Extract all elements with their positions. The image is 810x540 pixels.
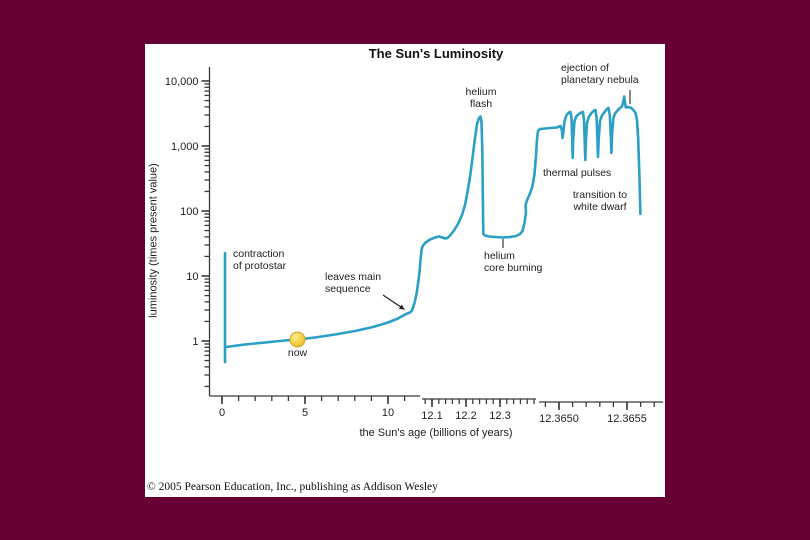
annotation-helium-core-burning: helium core burning bbox=[484, 250, 543, 275]
annotation-contraction-of-protostar: contraction of protostar bbox=[233, 248, 287, 273]
x-axis-label: the Sun's age (billions of years) bbox=[359, 427, 513, 439]
y-tick-label: 1 bbox=[192, 336, 198, 348]
luminosity-curve bbox=[224, 95, 642, 349]
annotation-thermal-pulses: thermal pulses bbox=[543, 167, 612, 179]
y-tick-label: 10 bbox=[186, 271, 198, 283]
now-marker bbox=[289, 331, 306, 348]
axes bbox=[201, 67, 663, 410]
annotation-ejection-of-planetary-nebula: ejection of planetary nebula bbox=[561, 62, 639, 87]
x-tick-label: 12.3655 bbox=[607, 413, 647, 425]
x-tick-label: 12.1 bbox=[421, 410, 442, 422]
y-tick-label: 1,000 bbox=[171, 141, 199, 153]
slide: 1 10 100 1,000 10,000 0 5 10 12.1 12.2 12.3 12.3650… bbox=[145, 44, 665, 497]
x-tick-label: 5 bbox=[302, 407, 308, 419]
x-tick-label: 12.3650 bbox=[539, 413, 579, 425]
annotation-leaves-main-sequence: leaves main sequence bbox=[325, 271, 382, 296]
copyright-line: © 2005 Pearson Education, Inc., publishi… bbox=[147, 481, 438, 493]
annotation-helium-flash: helium flash bbox=[465, 86, 497, 111]
y-tick-label: 100 bbox=[180, 206, 198, 218]
x-tick-label: 10 bbox=[382, 407, 394, 419]
x-tick-label: 12.2 bbox=[455, 410, 476, 422]
x-tick-label: 0 bbox=[219, 407, 225, 419]
chart-svg: 1 10 100 1,000 10,000 0 5 10 12.1 12.2 12.3 12.3650… bbox=[165, 67, 663, 425]
luminosity-chart: 1 10 100 1,000 10,000 0 5 10 12.1 12.2 12.3 12.3650… bbox=[145, 44, 665, 497]
y-axis-label: luminosity (times present value) bbox=[147, 163, 160, 318]
arrow-head bbox=[398, 304, 405, 310]
y-tick-label: 10,000 bbox=[165, 76, 199, 88]
annotation-now: now bbox=[287, 347, 308, 359]
annotation-transition-to-white-dwarf: transition to white dwarf bbox=[572, 189, 628, 214]
x-tick-label: 12.3 bbox=[489, 410, 510, 422]
chart-title: The Sun's Luminosity bbox=[368, 46, 504, 61]
